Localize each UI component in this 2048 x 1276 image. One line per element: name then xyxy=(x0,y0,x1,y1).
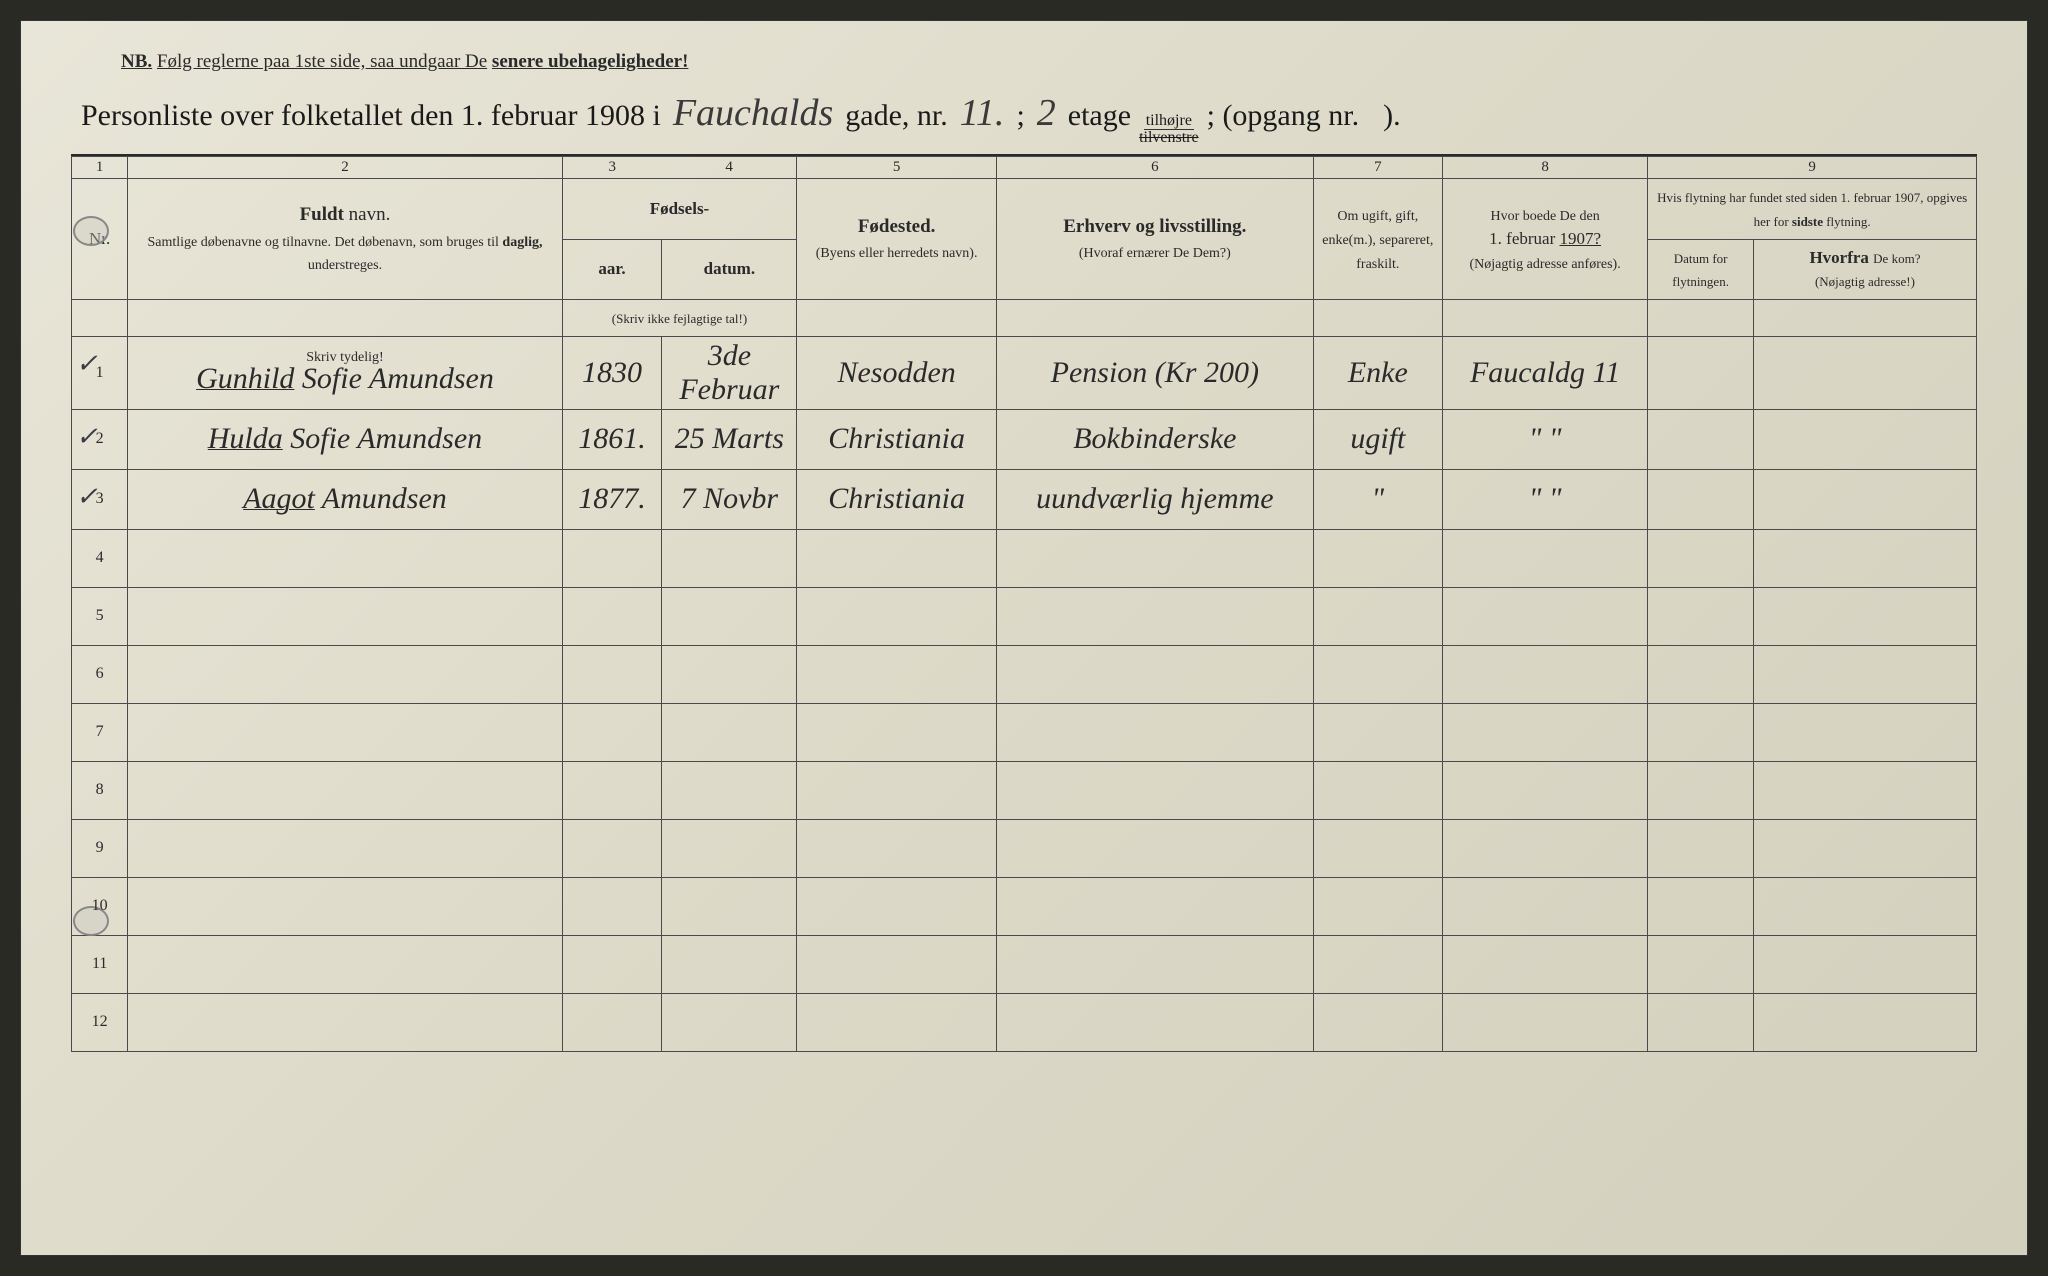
cell-occupation: uundværlig hjemme xyxy=(996,469,1313,529)
header-move: Hvis flytning har fundet sted siden 1. f… xyxy=(1648,179,1977,240)
row-number: 7 xyxy=(72,703,128,761)
table-row: ✓2 Hulda Sofie Amundsen 1861. 25 Marts C… xyxy=(72,409,1977,469)
cell-prev-addr: " " xyxy=(1442,469,1647,529)
header-move-from: Hvorfra De kom? (Nøjagtig adresse!) xyxy=(1753,239,1976,300)
header-name: Fuldt navn. Samtlige døbenavne og tilnav… xyxy=(128,179,562,300)
punch-hole xyxy=(73,216,109,246)
cell-birth-year: 1877. xyxy=(562,469,662,529)
table-row: 5 xyxy=(72,587,1977,645)
cell-move-from xyxy=(1753,336,1976,409)
house-number: 11. xyxy=(954,91,1011,135)
cell-birth-year: 1861. xyxy=(562,409,662,469)
side-top: tilhøjre xyxy=(1144,113,1194,130)
row-number: 8 xyxy=(72,761,128,819)
cell-name: Skriv tydelig!Gunhild Sofie Amundsen xyxy=(128,336,562,409)
row-number: 11 xyxy=(72,935,128,993)
census-form-page: NB. Følg reglerne paa 1ste side, saa und… xyxy=(20,20,2028,1256)
cell-birthplace: Christiania xyxy=(797,409,997,469)
cell-move-date xyxy=(1648,336,1754,409)
header-occupation: Erhverv og livsstilling. (Hvoraf ernærer… xyxy=(996,179,1313,300)
table-row: 10 xyxy=(72,877,1977,935)
cell-birthplace: Christiania xyxy=(797,469,997,529)
header-birth-year: aar. xyxy=(562,239,662,300)
header-civil: Om ugift, gift, enke(m.), separeret, fra… xyxy=(1313,179,1442,300)
header-birth-note: (Skriv ikke fejlagtige tal!) xyxy=(562,300,797,337)
side-bottom: tilvenstre xyxy=(1137,130,1201,146)
colnum: 2 xyxy=(128,157,562,179)
column-number-row: 1 2 3 4 5 6 7 8 9 xyxy=(72,157,1977,179)
row-number: 9 xyxy=(72,819,128,877)
cell-birth-date: 25 Marts xyxy=(662,409,797,469)
title-semicolon: ; xyxy=(1016,99,1024,133)
table-row: 12 xyxy=(72,993,1977,1051)
colnum: 5 xyxy=(797,157,997,179)
cell-name: Aagot Amundsen xyxy=(128,469,562,529)
table-row: 11 xyxy=(72,935,1977,993)
cell-civil: ugift xyxy=(1313,409,1442,469)
cell-birthplace: Nesodden xyxy=(797,336,997,409)
nb-instruction: NB. Følg reglerne paa 1ste side, saa und… xyxy=(121,51,1977,73)
header-birth-date: datum. xyxy=(662,239,797,300)
cell-move-date xyxy=(1648,409,1754,469)
header-prev-addr: Hvor boede De den 1. februar 1907? (Nøja… xyxy=(1442,179,1647,300)
row-number: 4 xyxy=(72,529,128,587)
row-number: 6 xyxy=(72,645,128,703)
nb-label: NB. xyxy=(121,51,152,72)
cell-occupation: Pension (Kr 200) xyxy=(996,336,1313,409)
row-number: ✓1 xyxy=(72,336,128,409)
colnum: 3 xyxy=(562,157,662,179)
cell-civil: Enke xyxy=(1313,336,1442,409)
title-text-1: Personliste over folketallet den 1. febr… xyxy=(81,99,661,133)
floor-number: 2 xyxy=(1031,91,1062,135)
colnum: 6 xyxy=(996,157,1313,179)
cell-prev-addr: Faucaldg 11 xyxy=(1442,336,1647,409)
header-birthplace: Fødested. (Byens eller herredets navn). xyxy=(797,179,997,300)
row-number: ✓2 xyxy=(72,409,128,469)
title-etage: etage xyxy=(1068,99,1131,133)
side-fraction: tilhøjre tilvenstre xyxy=(1137,113,1201,146)
street-name: Fauchalds xyxy=(667,91,839,135)
cell-civil: " xyxy=(1313,469,1442,529)
cell-move-date xyxy=(1648,469,1754,529)
header-birth: Fødsels- xyxy=(562,179,797,240)
title-end: ). xyxy=(1383,99,1401,133)
row-number: ✓3 xyxy=(72,469,128,529)
colnum: 4 xyxy=(662,157,797,179)
cell-move-from xyxy=(1753,469,1976,529)
cell-move-from xyxy=(1753,409,1976,469)
table-row: 7 xyxy=(72,703,1977,761)
title-text-2: gade, nr. xyxy=(845,99,947,133)
cell-name: Hulda Sofie Amundsen xyxy=(128,409,562,469)
table-row: 6 xyxy=(72,645,1977,703)
table-row: ✓1 Skriv tydelig!Gunhild Sofie Amundsen … xyxy=(72,336,1977,409)
colnum: 8 xyxy=(1442,157,1647,179)
row-number: 10 xyxy=(72,877,128,935)
header-move-date: Datum for flytningen. xyxy=(1648,239,1754,300)
cell-prev-addr: " " xyxy=(1442,409,1647,469)
colnum: 7 xyxy=(1313,157,1442,179)
table-row: 9 xyxy=(72,819,1977,877)
cell-birth-year: 1830 xyxy=(562,336,662,409)
cell-birth-date: 3de Februar xyxy=(662,336,797,409)
table-row: 4 xyxy=(72,529,1977,587)
table-row: ✓3 Aagot Amundsen 1877. 7 Novbr Christia… xyxy=(72,469,1977,529)
title-opgang: ; (opgang nr. xyxy=(1207,99,1359,133)
header-row-3: (Skriv ikke fejlagtige tal!) xyxy=(72,300,1977,337)
table-row: 8 xyxy=(72,761,1977,819)
cell-birth-date: 7 Novbr xyxy=(662,469,797,529)
row-number: 12 xyxy=(72,993,128,1051)
colnum: 9 xyxy=(1648,157,1977,179)
row-number: 5 xyxy=(72,587,128,645)
header-row-1: Nr. Fuldt navn. Samtlige døbenavne og ti… xyxy=(72,179,1977,240)
nb-text-1: Følg reglerne paa 1ste side, saa undgaar… xyxy=(157,51,487,72)
census-table: 1 2 3 4 5 6 7 8 9 Nr. Fuldt navn. Samtli… xyxy=(71,156,1977,1052)
colnum: 1 xyxy=(72,157,128,179)
form-title-row: Personliste over folketallet den 1. febr… xyxy=(81,91,1977,146)
cell-occupation: Bokbinderske xyxy=(996,409,1313,469)
nb-text-2: senere ubehageligheder! xyxy=(492,51,689,72)
